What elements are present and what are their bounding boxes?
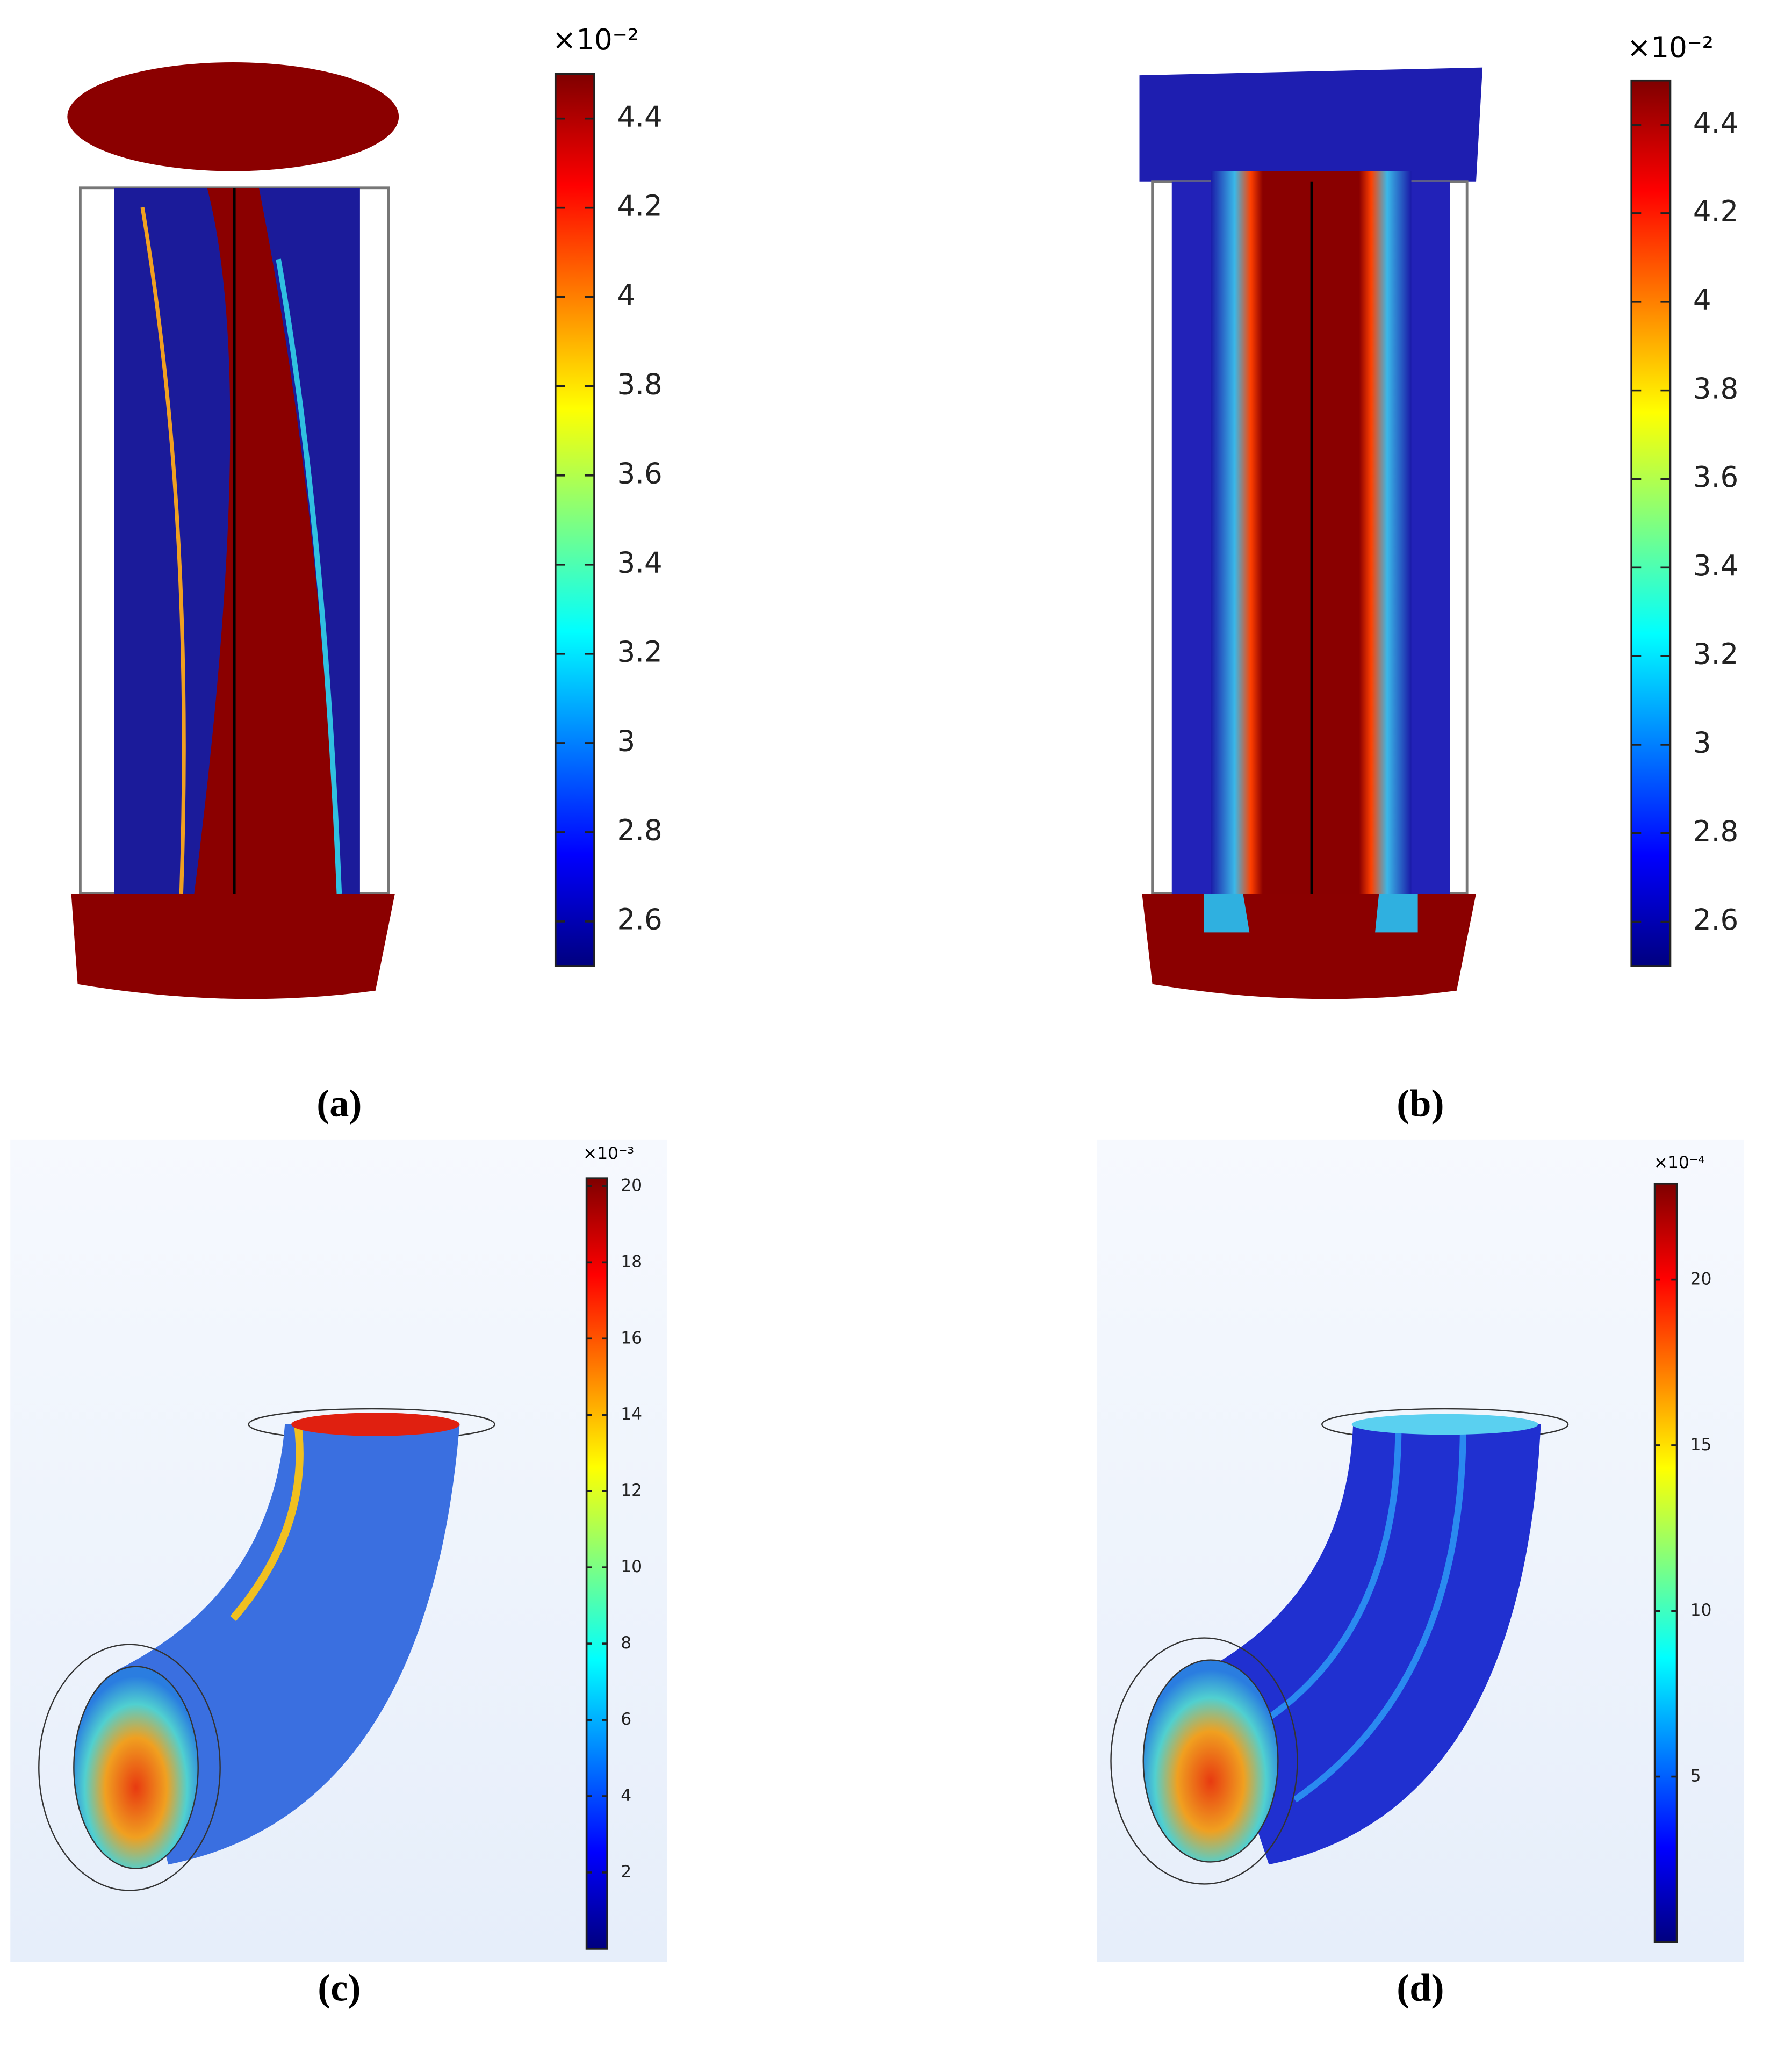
simulation-c xyxy=(10,1139,667,1962)
colorbar-tick-label: 3.8 xyxy=(617,368,662,401)
colorbar-scale: ×10⁻⁴ xyxy=(1654,1153,1705,1172)
colorbar xyxy=(1630,79,1672,967)
panel-label: (c) xyxy=(318,1966,361,2009)
colorbar-scale: ×10⁻² xyxy=(1627,31,1714,64)
panel-label: (a) xyxy=(316,1082,362,1125)
colorbar-tick-label: 12 xyxy=(621,1481,642,1500)
colorbar xyxy=(1653,1182,1678,1943)
colorbar-tick-label: 16 xyxy=(621,1328,642,1348)
colorbar-tick-label: 3 xyxy=(1693,726,1711,760)
simulation-a xyxy=(67,62,399,999)
colorbar xyxy=(585,1177,608,1950)
colorbar-tick-label: 10 xyxy=(1690,1601,1712,1620)
colorbar-tick-label: 3.2 xyxy=(1693,638,1738,671)
colorbar-tick-label: 3.6 xyxy=(617,457,662,490)
colorbar-tick-label: 2.8 xyxy=(1693,815,1738,848)
colorbar-tick-label: 20 xyxy=(1690,1270,1712,1289)
simulation-d xyxy=(1097,1139,1744,1962)
colorbar-scale: ×10⁻³ xyxy=(583,1144,634,1163)
colorbar-tick-label: 3 xyxy=(617,725,635,758)
colorbar-tick-label: 14 xyxy=(621,1404,642,1424)
colorbar-tick-label: 4 xyxy=(1693,283,1711,316)
panel-label: (d) xyxy=(1397,1966,1444,2009)
colorbar-tick-label: 10 xyxy=(621,1557,642,1576)
colorbar-tick-label: 4.4 xyxy=(1693,106,1738,140)
colorbar-scale: ×10⁻² xyxy=(552,23,639,56)
colorbar-tick-label: 4 xyxy=(621,1786,631,1805)
colorbar-tick-label: 2.6 xyxy=(1693,903,1738,936)
panel-label: (b) xyxy=(1397,1082,1444,1125)
colorbar-tick-label: 3.6 xyxy=(1693,460,1738,494)
colorbar-tick-label: 3.2 xyxy=(617,636,662,669)
colorbar-tick-label: 20 xyxy=(621,1176,642,1195)
colorbar-tick-label: 4.2 xyxy=(617,189,662,222)
colorbar-tick-label: 8 xyxy=(621,1633,631,1653)
colorbar-tick-label: 2.8 xyxy=(617,814,662,847)
colorbar-tick-label: 4.4 xyxy=(617,100,662,133)
colorbar xyxy=(554,73,595,967)
colorbar-tick-label: 18 xyxy=(621,1252,642,1271)
colorbar-tick-label: 4.2 xyxy=(1693,195,1738,228)
colorbar-tick-label: 6 xyxy=(621,1710,631,1729)
colorbar-tick-label: 15 xyxy=(1690,1435,1712,1454)
simulation-b xyxy=(1139,67,1483,999)
colorbar-tick-label: 2.6 xyxy=(617,903,662,936)
colorbar-tick-label: 4 xyxy=(617,278,635,312)
colorbar-tick-label: 3.8 xyxy=(1693,372,1738,405)
colorbar-tick-label: 3.4 xyxy=(617,546,662,579)
colorbar-tick-label: 3.4 xyxy=(1693,549,1738,582)
colorbar-tick-label: 5 xyxy=(1690,1767,1701,1786)
colorbar-tick-label: 2 xyxy=(621,1862,631,1882)
